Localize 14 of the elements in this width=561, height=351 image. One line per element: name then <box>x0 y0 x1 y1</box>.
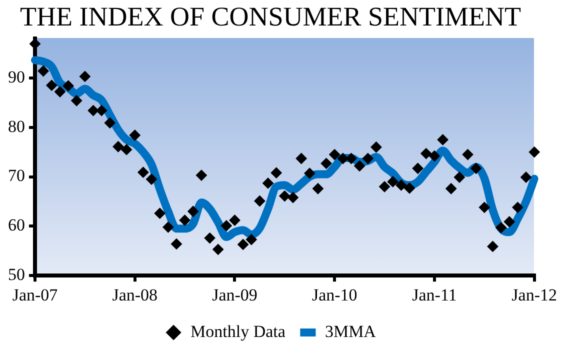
x-tick-label: Jan-09 <box>212 285 258 304</box>
x-tick-label: Jan-07 <box>12 285 58 304</box>
x-tick-label: Jan-11 <box>412 285 457 304</box>
y-tick-label: 50 <box>8 265 25 284</box>
y-tick-label: 70 <box>8 166 25 186</box>
legend-label: Monthly Data <box>190 322 286 341</box>
x-tick-label: Jan-10 <box>312 285 358 304</box>
legend-label: 3MMA <box>324 322 377 341</box>
y-tick-label: 90 <box>8 67 25 86</box>
x-tick-label: Jan-08 <box>112 285 158 304</box>
x-tick-label: Jan-12 <box>512 285 558 304</box>
chart-title: THE INDEX OF CONSUMER SENTIMENT <box>20 1 522 32</box>
y-tick-label: 60 <box>8 216 25 235</box>
y-tick-label: 80 <box>8 116 25 136</box>
